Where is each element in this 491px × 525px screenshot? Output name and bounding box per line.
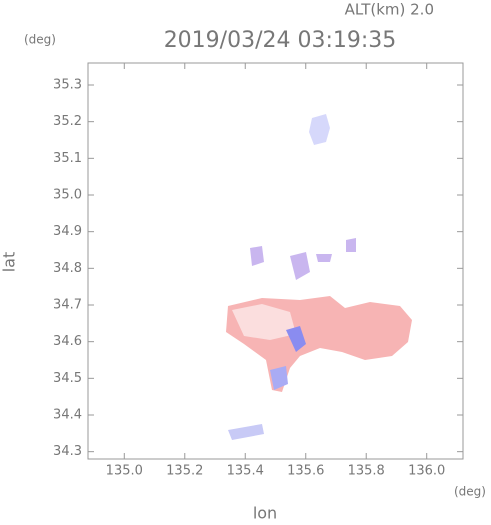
- y-tick-label: 34.4: [53, 408, 82, 423]
- x-tick-label: 135.4: [227, 464, 264, 479]
- y-tick-label: 35.0: [53, 188, 82, 203]
- echo-regions: [226, 114, 412, 440]
- y-tick-label: 34.3: [53, 444, 82, 459]
- echo-region: [309, 114, 330, 145]
- echo-region: [250, 238, 356, 280]
- y-axis-label: lat: [0, 252, 19, 273]
- echo-region: [286, 326, 306, 352]
- y-tick-label: 34.6: [53, 334, 82, 349]
- y-tick-label: 35.2: [53, 114, 82, 129]
- echo-region: [270, 366, 288, 390]
- x-tick-label: 136.0: [408, 464, 445, 479]
- altitude-label: ALT(km) 2.0: [345, 1, 434, 19]
- y-tick-label: 34.5: [53, 371, 82, 386]
- x-axis-label: lon: [253, 504, 277, 522]
- x-tick-label: 135.0: [106, 464, 143, 479]
- echo-region: [228, 424, 264, 440]
- x-unit: (deg): [454, 485, 486, 499]
- y-tick-label: 35.1: [53, 151, 82, 166]
- plot-frame: [87, 62, 464, 460]
- echo-region: [232, 304, 296, 340]
- x-tick-label: 135.2: [166, 464, 203, 479]
- x-tick-label: 135.8: [348, 464, 385, 479]
- y-unit: (deg): [24, 33, 56, 47]
- x-tick-label: 135.6: [287, 464, 324, 479]
- y-tick-label: 34.7: [53, 298, 82, 313]
- chart-title: 2019/03/24 03:19:35: [164, 28, 397, 53]
- y-tick-label: 34.9: [53, 224, 82, 239]
- y-tick-label: 34.8: [53, 261, 82, 276]
- y-tick-label: 35.3: [53, 78, 82, 93]
